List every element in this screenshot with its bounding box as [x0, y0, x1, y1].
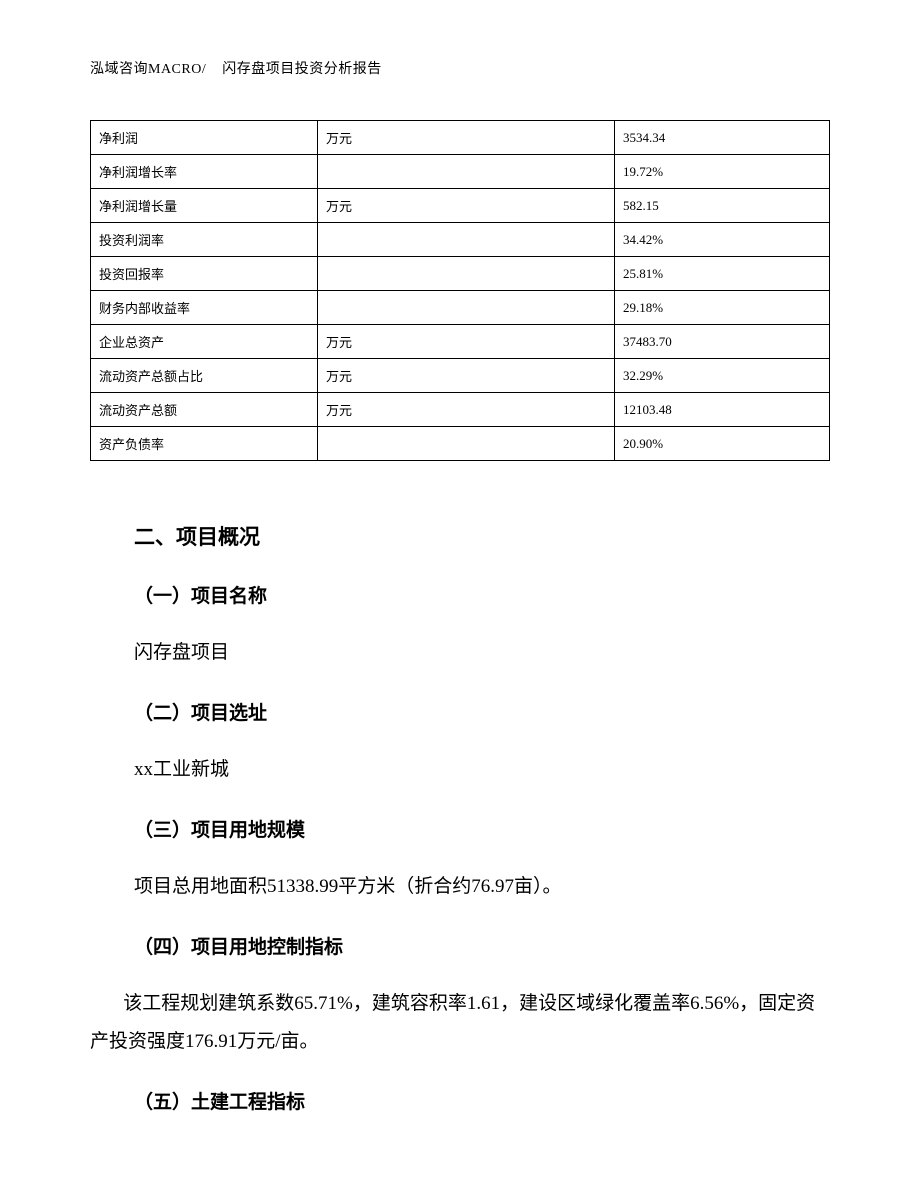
cell-label: 企业总资产 — [91, 325, 318, 359]
header-left: 泓域咨询MACRO/ — [90, 62, 206, 77]
cell-unit: 万元 — [318, 359, 615, 393]
cell-label: 净利润增长率 — [91, 155, 318, 189]
body-text-3: 项目总用地面积51338.99平方米（折合约76.97亩）。 — [90, 868, 830, 906]
cell-value: 19.72% — [615, 155, 830, 189]
cell-value: 32.29% — [615, 359, 830, 393]
section-title: 二、项目概况 — [134, 521, 830, 551]
sub-heading-3: （三）项目用地规模 — [134, 815, 830, 842]
table-row: 净利润 万元 3534.34 — [91, 121, 830, 155]
cell-unit: 万元 — [318, 325, 615, 359]
cell-value: 582.15 — [615, 189, 830, 223]
table-row: 投资利润率 34.42% — [91, 223, 830, 257]
table-row: 流动资产总额占比 万元 32.29% — [91, 359, 830, 393]
cell-label: 净利润 — [91, 121, 318, 155]
table-body: 净利润 万元 3534.34 净利润增长率 19.72% 净利润增长量 万元 5… — [91, 121, 830, 461]
sub-heading-1: （一）项目名称 — [134, 581, 830, 608]
header-right: 闪存盘项目投资分析报告 — [222, 62, 382, 77]
cell-label: 流动资产总额占比 — [91, 359, 318, 393]
cell-unit: 万元 — [318, 121, 615, 155]
cell-label: 财务内部收益率 — [91, 291, 318, 325]
cell-value: 34.42% — [615, 223, 830, 257]
body-text-2: xx工业新城 — [90, 751, 830, 789]
table-row: 财务内部收益率 29.18% — [91, 291, 830, 325]
cell-label: 投资利润率 — [91, 223, 318, 257]
sub-heading-5: （五）土建工程指标 — [134, 1087, 830, 1114]
cell-value: 20.90% — [615, 427, 830, 461]
table-row: 流动资产总额 万元 12103.48 — [91, 393, 830, 427]
cell-value: 29.18% — [615, 291, 830, 325]
cell-unit — [318, 223, 615, 257]
cell-value: 12103.48 — [615, 393, 830, 427]
page-header: 泓域咨询MACRO/ 闪存盘项目投资分析报告 — [90, 58, 830, 78]
cell-label: 净利润增长量 — [91, 189, 318, 223]
cell-value: 3534.34 — [615, 121, 830, 155]
cell-label: 资产负债率 — [91, 427, 318, 461]
sub-heading-4: （四）项目用地控制指标 — [134, 932, 830, 959]
cell-unit — [318, 257, 615, 291]
table-row: 企业总资产 万元 37483.70 — [91, 325, 830, 359]
cell-value: 25.81% — [615, 257, 830, 291]
document-page: 泓域咨询MACRO/ 闪存盘项目投资分析报告 净利润 万元 3534.34 净利… — [0, 0, 920, 1191]
body-text-4: 该工程规划建筑系数65.71%，建筑容积率1.61，建设区域绿化覆盖率6.56%… — [90, 985, 830, 1061]
cell-unit: 万元 — [318, 393, 615, 427]
cell-unit — [318, 155, 615, 189]
cell-unit — [318, 427, 615, 461]
body-text-1: 闪存盘项目 — [90, 634, 830, 672]
cell-label: 投资回报率 — [91, 257, 318, 291]
table-row: 投资回报率 25.81% — [91, 257, 830, 291]
cell-unit: 万元 — [318, 189, 615, 223]
cell-unit — [318, 291, 615, 325]
cell-value: 37483.70 — [615, 325, 830, 359]
body-text-4-content: 该工程规划建筑系数65.71%，建筑容积率1.61，建设区域绿化覆盖率6.56%… — [90, 993, 815, 1052]
table-row: 净利润增长量 万元 582.15 — [91, 189, 830, 223]
cell-label: 流动资产总额 — [91, 393, 318, 427]
table-row: 净利润增长率 19.72% — [91, 155, 830, 189]
financial-table: 净利润 万元 3534.34 净利润增长率 19.72% 净利润增长量 万元 5… — [90, 120, 830, 461]
table-row: 资产负债率 20.90% — [91, 427, 830, 461]
sub-heading-2: （二）项目选址 — [134, 698, 830, 725]
